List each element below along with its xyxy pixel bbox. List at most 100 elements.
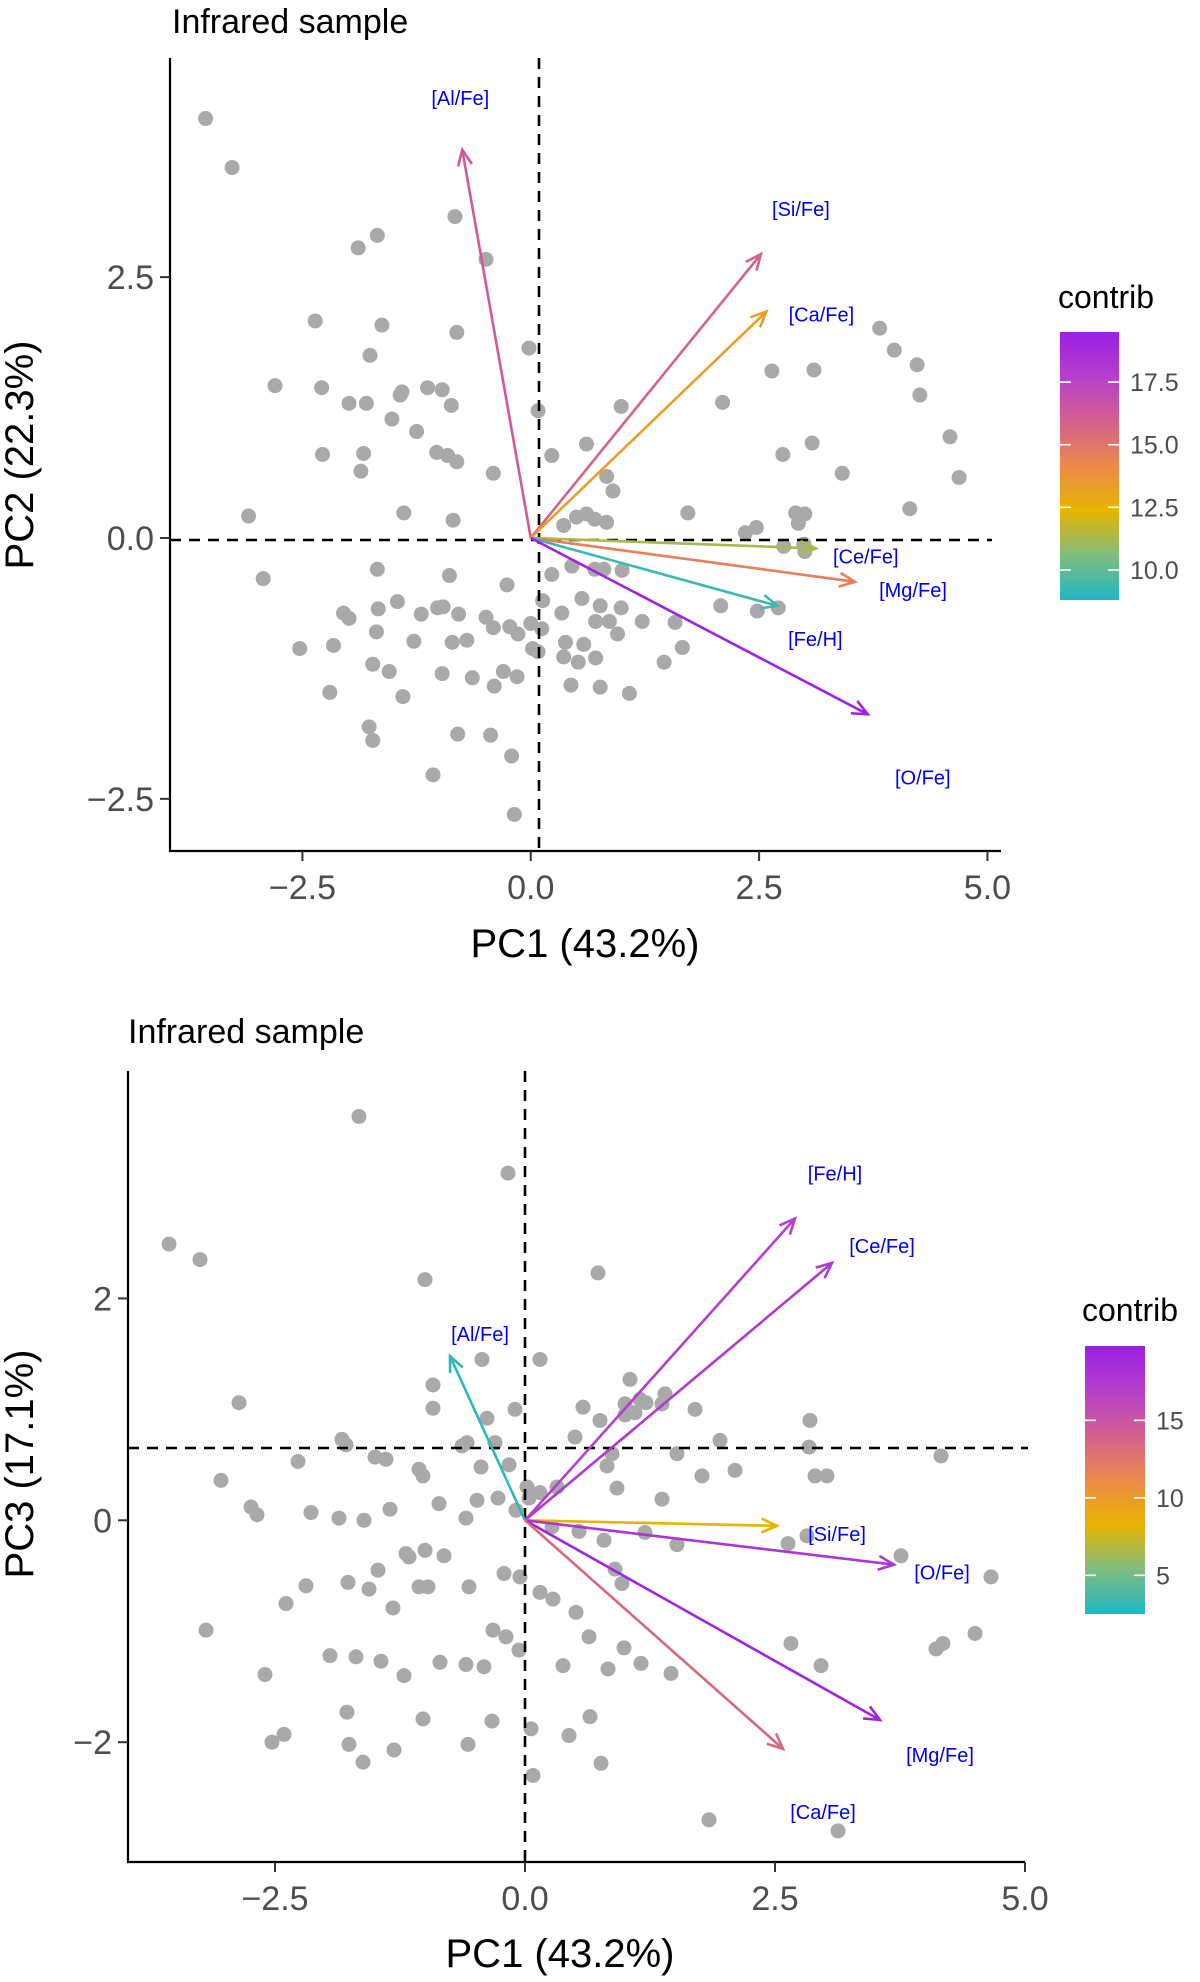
y-tick-label: 2.5 xyxy=(107,259,154,297)
data-point xyxy=(496,1566,512,1582)
data-point xyxy=(498,1629,514,1645)
data-point xyxy=(441,568,457,584)
data-point xyxy=(701,1812,717,1828)
data-point xyxy=(674,640,690,656)
data-point xyxy=(443,397,459,413)
arrow-head xyxy=(760,593,781,610)
color-legend: contrib 10.0 12.5 15.0 17.5 xyxy=(1058,279,1179,600)
data-point xyxy=(504,748,520,764)
data-point xyxy=(243,1499,259,1515)
y-tick-label: 2 xyxy=(93,1280,112,1318)
data-point xyxy=(621,685,637,701)
data-point xyxy=(610,626,626,642)
x-axis-title: PC1 (43.2%) xyxy=(471,922,700,966)
data-point xyxy=(415,1711,431,1727)
data-point xyxy=(434,666,450,682)
data-point xyxy=(409,424,425,440)
data-point xyxy=(431,1496,447,1512)
data-point xyxy=(401,1549,417,1565)
data-point xyxy=(886,342,902,358)
variable-label: [Al/Fe] xyxy=(431,88,489,110)
data-point xyxy=(593,1755,609,1771)
data-point xyxy=(525,1767,541,1783)
data-point xyxy=(361,719,377,735)
y-tick-label: −2 xyxy=(73,1724,112,1762)
data-point xyxy=(557,634,573,650)
data-point xyxy=(469,1492,485,1508)
data-point xyxy=(307,313,323,329)
data-point xyxy=(338,1437,354,1453)
legend-tick-label: 17.5 xyxy=(1130,369,1179,397)
scatter-points xyxy=(198,111,967,822)
data-point xyxy=(483,727,499,743)
data-point xyxy=(830,1823,846,1839)
data-point xyxy=(450,726,466,742)
arrow-shaft xyxy=(530,536,778,608)
data-point xyxy=(500,1165,516,1181)
data-point xyxy=(519,1479,535,1495)
arrow-shaft xyxy=(529,253,762,539)
data-point xyxy=(351,1108,367,1124)
x-tick-label: −2.5 xyxy=(241,1880,308,1918)
data-point xyxy=(748,520,764,536)
arrow-head xyxy=(815,1260,835,1279)
arrow-head xyxy=(749,309,769,328)
data-point xyxy=(368,624,384,640)
data-point xyxy=(290,1454,306,1470)
data-point xyxy=(599,514,615,530)
legend-colorbar xyxy=(1085,1346,1145,1614)
data-point xyxy=(434,382,450,398)
data-point xyxy=(634,613,650,629)
data-point xyxy=(582,1709,598,1725)
data-point xyxy=(385,1600,401,1616)
data-point xyxy=(458,1657,474,1673)
arrow-head xyxy=(799,539,819,556)
panel-pc1-pc3: Infrared sample [Fe/H] [Ce/Fe] [Al/Fe] [Si/… xyxy=(0,1013,1184,1976)
data-point xyxy=(485,465,501,481)
variable-label: [Ca/Fe] xyxy=(790,1802,856,1824)
data-point xyxy=(373,1653,389,1669)
data-point xyxy=(532,1584,548,1600)
data-point xyxy=(420,380,436,396)
data-point xyxy=(478,609,494,625)
data-point xyxy=(356,445,372,461)
data-point xyxy=(637,1525,653,1541)
data-point xyxy=(451,606,467,622)
data-point xyxy=(983,1569,999,1585)
data-point xyxy=(257,1667,273,1683)
data-point xyxy=(799,1528,815,1544)
data-point xyxy=(893,1548,909,1564)
data-point xyxy=(616,1640,632,1656)
data-point xyxy=(614,1576,630,1592)
data-point xyxy=(506,806,522,822)
data-point xyxy=(715,394,731,410)
variable-arrow: [Si/Fe] xyxy=(524,1517,866,1546)
data-point xyxy=(507,1401,523,1417)
variable-arrow: [O/Fe] xyxy=(524,1519,970,1585)
data-point xyxy=(807,1468,823,1484)
data-point xyxy=(605,483,621,499)
data-point xyxy=(276,1726,292,1742)
data-point xyxy=(322,1648,338,1664)
data-point xyxy=(567,1429,583,1445)
legend-tick-label: 15 xyxy=(1156,1407,1184,1435)
arrow-shaft xyxy=(530,536,856,584)
variable-label: [Fe/H] xyxy=(808,1164,862,1186)
arrow-head xyxy=(448,1353,464,1374)
data-point xyxy=(449,324,465,340)
data-point xyxy=(935,1635,951,1651)
data-point xyxy=(967,1625,983,1641)
data-point xyxy=(161,1236,177,1252)
arrow-shaft xyxy=(530,536,816,550)
data-point xyxy=(627,1405,643,1421)
data-point xyxy=(370,601,386,617)
data-point xyxy=(417,1542,433,1558)
data-point xyxy=(341,610,357,626)
data-point xyxy=(485,1622,501,1638)
y-axis-ticks: −2 0 2 xyxy=(73,1280,128,1762)
x-tick-label: 5.0 xyxy=(1001,1880,1048,1918)
variable-arrow: [Fe/H] xyxy=(530,536,843,651)
data-point xyxy=(622,1371,638,1387)
data-point xyxy=(511,1642,527,1658)
data-point xyxy=(614,562,630,578)
